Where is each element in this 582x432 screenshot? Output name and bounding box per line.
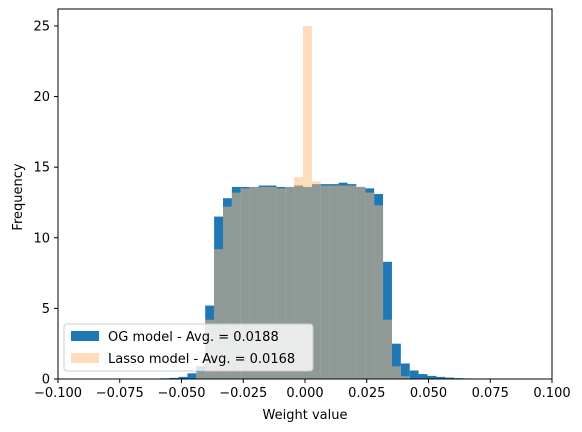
lasso-bar-6: [249, 186, 259, 379]
y-tick-label: 20: [33, 90, 50, 105]
lasso-bar-17: [347, 185, 357, 379]
lasso-bar-14: [320, 185, 330, 379]
lasso-bar-0: [196, 371, 206, 379]
x-tick-label: 0.075: [472, 386, 509, 401]
og-bar-32: [445, 377, 455, 379]
og-bar-3: [187, 373, 197, 379]
legend-swatch-og: [71, 331, 99, 341]
legend-box: [63, 323, 314, 372]
og-bar-31: [436, 376, 446, 379]
y-tick-label: 5: [42, 302, 50, 317]
lasso-bar-18: [356, 186, 366, 379]
legend: OG model - Avg. = 0.0188 Lasso model - A…: [63, 323, 314, 372]
lasso-bar-8: [267, 186, 277, 379]
lasso-bar-2: [214, 249, 223, 379]
x-tick-label: −0.100: [34, 386, 82, 401]
og-bar-27: [400, 363, 410, 379]
y-tick-label: 15: [33, 161, 50, 176]
x-tick-label: 0.100: [533, 386, 570, 401]
lasso-bar-9: [276, 188, 286, 379]
lasso-bar-10: [285, 186, 295, 379]
x-tick-label: 0.000: [286, 386, 323, 401]
y-axis-ticks: 0 5 10 15 20 25: [33, 19, 58, 388]
lasso-bar-13: [311, 181, 321, 379]
lasso-bar-12: [303, 25, 312, 379]
y-axis-label: Frequency: [11, 163, 26, 230]
og-bar-26: [391, 343, 401, 379]
lasso-bar-11: [294, 177, 304, 379]
og-bar-29: [418, 374, 428, 379]
legend-swatch-lasso: [71, 353, 99, 363]
lasso-bar-21: [383, 319, 392, 379]
x-axis-label: Weight value: [263, 408, 348, 423]
og-bar-30: [427, 375, 437, 379]
x-tick-label: 0.050: [410, 386, 447, 401]
lasso-bar-22: [391, 366, 401, 379]
og-bar-28: [409, 370, 419, 379]
lasso-bar-15: [329, 185, 339, 379]
lasso-model-bars: [196, 25, 410, 379]
lasso-bar-7: [258, 186, 268, 379]
lasso-bar-4: [231, 192, 241, 379]
legend-label-lasso: Lasso model - Avg. = 0.0168: [108, 352, 295, 367]
og-bar-2: [178, 376, 188, 379]
y-tick-label: 25: [33, 19, 50, 34]
lasso-bar-5: [240, 188, 250, 379]
lasso-bar-16: [338, 185, 348, 379]
x-tick-label: −0.075: [96, 386, 144, 401]
x-axis-ticks: −0.100 −0.075 −0.050 −0.025 0.000 0.025 0.050 0…: [34, 379, 571, 401]
legend-label-og: OG model - Avg. = 0.0188: [108, 330, 279, 345]
x-tick-label: −0.025: [219, 386, 267, 401]
lasso-bar-19: [365, 192, 375, 379]
y-tick-label: 10: [33, 231, 50, 246]
lasso-bar-3: [223, 206, 232, 379]
x-tick-label: −0.050: [157, 386, 205, 401]
y-tick-label: 0: [42, 373, 50, 388]
lasso-bar-23: [400, 376, 410, 379]
x-tick-label: 0.025: [348, 386, 385, 401]
og-bar-1: [169, 377, 179, 379]
lasso-bar-20: [374, 205, 384, 379]
